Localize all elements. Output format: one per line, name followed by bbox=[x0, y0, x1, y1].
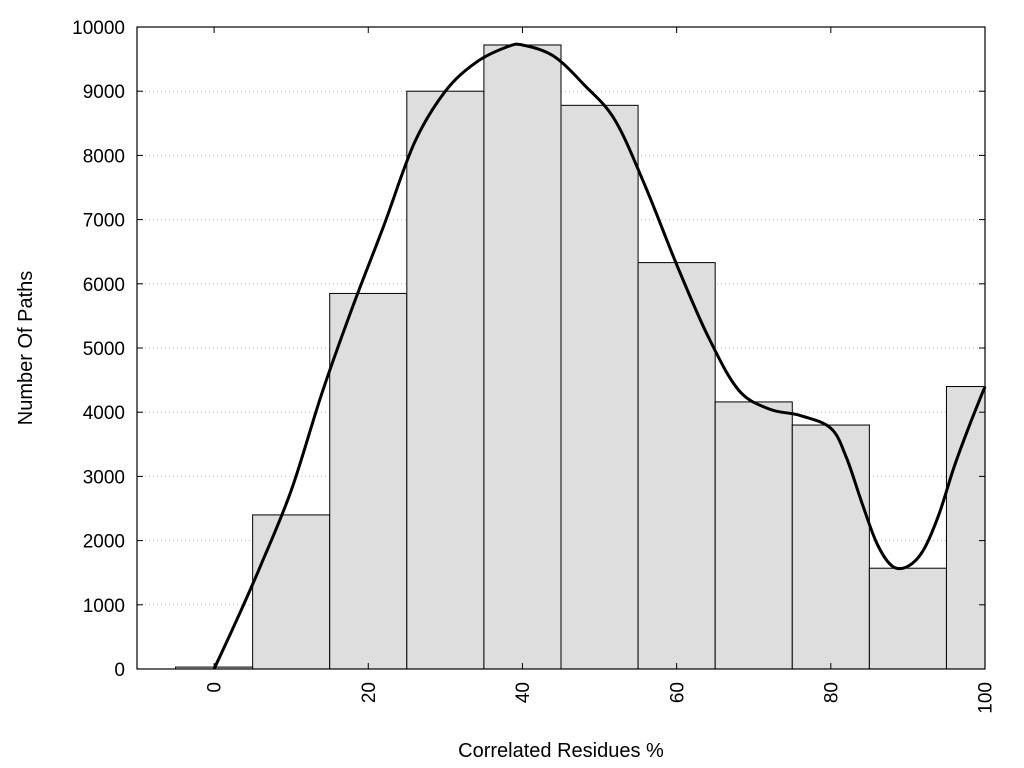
y-tick-label: 6000 bbox=[83, 275, 125, 296]
histogram-bar bbox=[252, 514, 331, 670]
histogram-bar bbox=[791, 424, 870, 670]
x-tick-label: 60 bbox=[667, 682, 688, 703]
x-tick-label: 20 bbox=[359, 682, 380, 703]
x-axis-ticks: 0 20 40 60 80 100 bbox=[205, 27, 997, 714]
histogram-bar bbox=[945, 386, 986, 670]
y-tick-label: 7000 bbox=[83, 211, 125, 232]
histogram-bar bbox=[637, 262, 716, 670]
curve-layer bbox=[212, 42, 987, 670]
y-tick-label: 8000 bbox=[83, 146, 125, 167]
x-tick-label: 40 bbox=[513, 682, 534, 703]
y-tick-label: 2000 bbox=[83, 532, 125, 553]
smoothed-curve bbox=[212, 42, 987, 670]
y-tick-label: 1000 bbox=[83, 596, 125, 617]
x-tick-label: 100 bbox=[976, 682, 997, 714]
histogram-bar bbox=[714, 401, 793, 670]
y-tick-label: 5000 bbox=[83, 339, 125, 360]
x-tick-label: 80 bbox=[821, 682, 842, 703]
histogram-bar bbox=[868, 567, 947, 670]
histogram-bar bbox=[560, 104, 639, 670]
y-tick-label: 0 bbox=[114, 660, 125, 681]
histogram-bar bbox=[483, 44, 562, 670]
bars-layer bbox=[175, 44, 986, 670]
y-tick-label: 4000 bbox=[83, 403, 125, 424]
y-tick-label: 3000 bbox=[83, 467, 125, 488]
y-axis-ticks: 0 1000 2000 3000 4000 5000 6000 7000 8000 9000 100… bbox=[72, 18, 985, 681]
x-axis-title: Correlated Residues % bbox=[458, 740, 664, 762]
y-tick-label: 9000 bbox=[83, 82, 125, 103]
histogram-bar bbox=[329, 292, 408, 670]
x-tick-label: 0 bbox=[205, 682, 226, 693]
y-tick-label: 10000 bbox=[72, 18, 125, 39]
histogram-bar bbox=[406, 90, 485, 670]
y-axis-title: Number Of Paths bbox=[15, 271, 37, 426]
